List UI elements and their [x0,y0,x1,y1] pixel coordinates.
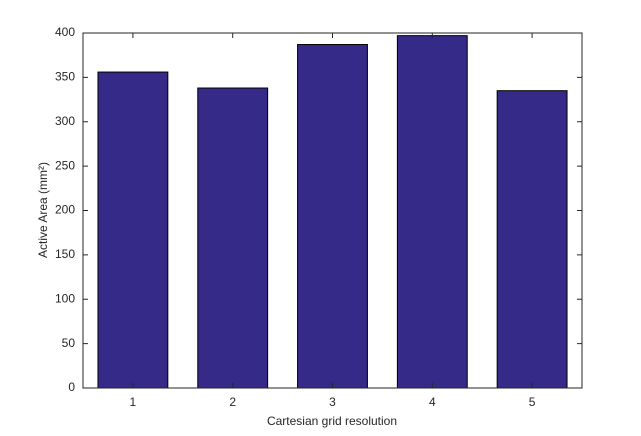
bar [97,71,169,389]
axes-box [82,32,583,389]
x-tick-label: 1 [130,395,137,409]
bar [197,87,269,389]
x-axis-label: Cartesian grid resolution [267,414,397,428]
bar [297,44,368,389]
bar [396,35,468,389]
y-tick-label: 350 [55,70,75,84]
x-tick-label: 2 [229,395,236,409]
x-tick-label: 3 [329,395,336,409]
y-tick-label: 100 [55,291,75,305]
y-tick-label: 300 [55,114,75,128]
y-tick-label: 200 [55,203,75,217]
y-tick-label: 50 [62,336,76,350]
bar [496,90,568,389]
x-tick-label: 4 [429,395,436,409]
y-tick-label: 400 [55,25,75,39]
y-axis-label: Active Area (mm²) [36,162,50,258]
y-tick-label: 0 [68,380,75,394]
y-tick-label: 150 [55,247,75,261]
y-tick-label: 250 [55,158,75,172]
x-tick-label: 5 [529,395,536,409]
